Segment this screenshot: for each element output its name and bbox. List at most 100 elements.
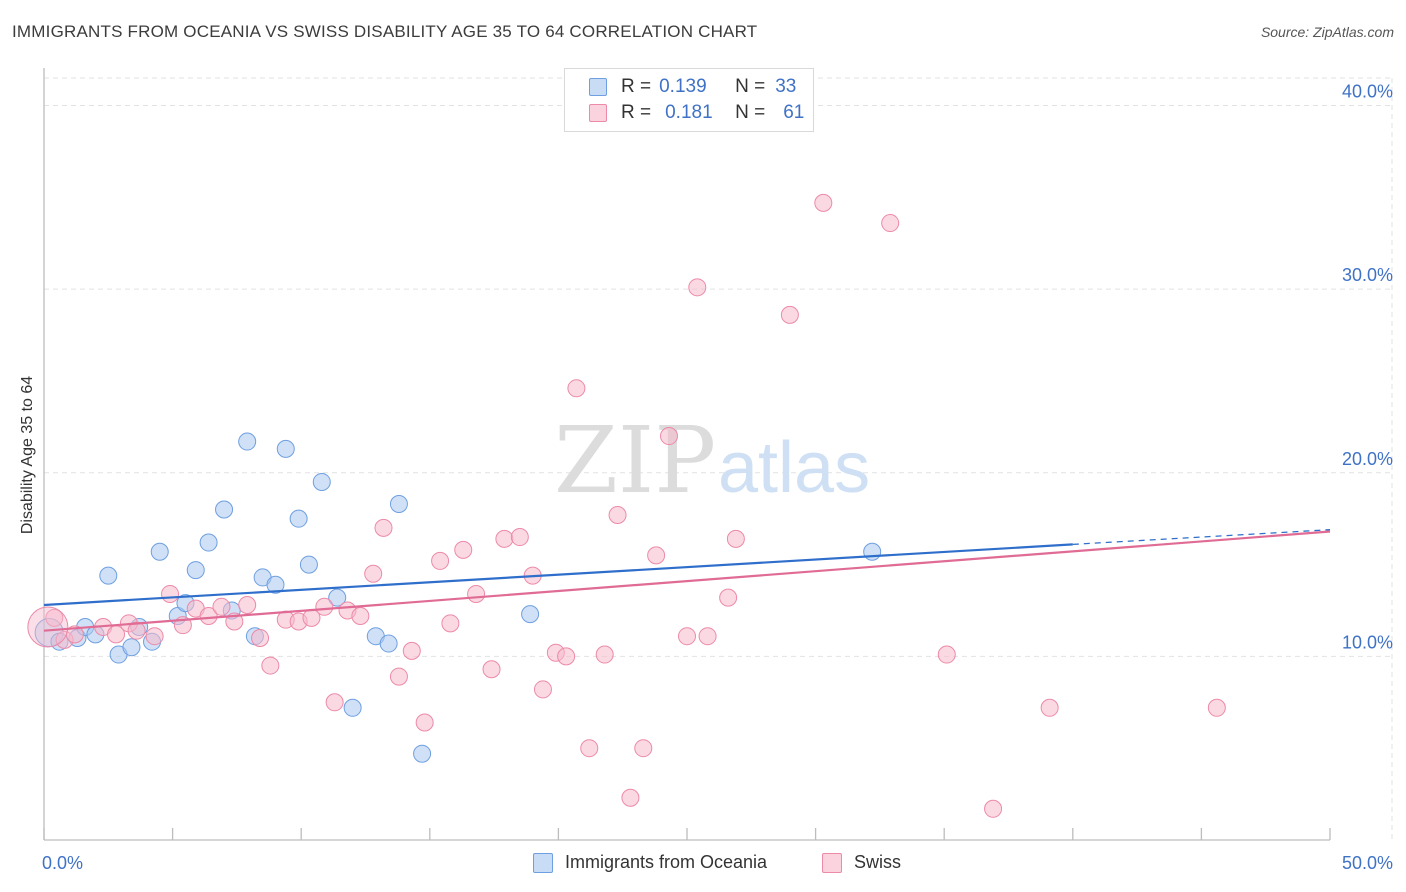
- source-label: Source: ZipAtlas.com: [1260, 24, 1394, 40]
- swiss-point: [199, 606, 218, 625]
- oceania-point: [343, 698, 362, 717]
- oceania-trend-extension: [1072, 529, 1331, 546]
- swiss-point: [325, 693, 344, 712]
- swiss-point: [780, 305, 799, 324]
- n-label: N =: [735, 76, 766, 97]
- oceania-swatch: [589, 78, 607, 96]
- legend-label-swiss: Swiss: [854, 852, 902, 872]
- stats-legend: R = 0.139 N = 33 R = 0.181 N = 61: [564, 68, 814, 132]
- oceania-point: [299, 555, 318, 574]
- y-axis-label: Disability Age 35 to 64: [19, 375, 36, 535]
- swiss-point: [567, 379, 586, 398]
- oceania-point: [863, 542, 882, 561]
- oceania-point: [379, 634, 398, 653]
- swiss-point: [688, 278, 707, 297]
- swiss-point: [510, 528, 529, 547]
- swiss-point: [238, 595, 257, 614]
- oceania-trend-line: [43, 543, 1073, 607]
- legend-swatch-swiss: [822, 852, 842, 873]
- axis-layer: [43, 68, 1331, 841]
- swiss-point: [678, 627, 696, 646]
- stats-legend-row-oceania: R = 0.139 N = 33: [589, 74, 796, 100]
- swiss-point: [389, 667, 408, 686]
- swiss-point: [557, 647, 576, 666]
- swiss-point: [364, 564, 383, 583]
- r-label: R =: [621, 76, 652, 97]
- n-label: N =: [735, 102, 766, 123]
- legend-label-oceania: Immigrants from Oceania: [565, 852, 768, 872]
- watermark: ZIP atlas: [554, 407, 870, 514]
- n-value: 61: [783, 102, 805, 123]
- swiss-point: [402, 641, 421, 660]
- oceania-point: [312, 472, 331, 491]
- oceania-point: [289, 509, 308, 528]
- y-tick-label: 40.0%: [1342, 82, 1393, 102]
- swiss-point: [495, 529, 514, 548]
- swiss-point: [251, 629, 270, 648]
- y-tick-label: 30.0%: [1342, 265, 1393, 285]
- swiss-point: [431, 551, 450, 570]
- swiss-point: [351, 606, 370, 625]
- oceania-point: [215, 500, 234, 519]
- swiss-point: [595, 645, 614, 664]
- swiss-point: [315, 597, 334, 616]
- swiss-point: [45, 608, 64, 627]
- watermark-atlas: atlas: [718, 428, 870, 508]
- x-tick-label: 50.0%: [1342, 853, 1393, 873]
- swiss-point: [937, 645, 956, 664]
- swiss-point: [634, 739, 653, 758]
- swiss-point: [608, 506, 627, 525]
- oceania-point: [238, 432, 257, 451]
- oceania-point: [150, 542, 169, 561]
- oceania-point: [413, 744, 432, 763]
- swiss-point: [881, 214, 900, 233]
- swiss-point: [984, 799, 1003, 818]
- swiss-point: [27, 606, 69, 648]
- swiss-point: [482, 660, 501, 679]
- r-value: 0.181: [665, 102, 713, 123]
- oceania-point: [389, 494, 408, 513]
- swiss-point: [659, 427, 678, 446]
- swiss-point: [814, 193, 833, 212]
- oceania-point: [328, 588, 347, 607]
- legend-item-swiss: Swiss: [822, 852, 901, 873]
- swiss-point: [374, 518, 393, 537]
- y-tick-label: 20.0%: [1342, 449, 1393, 469]
- r-value: 0.139: [659, 76, 707, 97]
- swiss-point: [533, 680, 552, 699]
- swiss-point: [698, 627, 717, 646]
- oceania-point: [199, 533, 218, 552]
- r-label: R =: [621, 102, 652, 123]
- swiss-point: [415, 713, 434, 732]
- swiss-swatch: [589, 104, 607, 122]
- swiss-point: [580, 739, 599, 758]
- oceania-point: [122, 638, 141, 657]
- swiss-point: [261, 656, 280, 675]
- legend-swatch-oceania: [533, 852, 553, 873]
- grid-layer: [44, 77, 1393, 840]
- stats-legend-row-swiss: R = 0.181 N = 61: [589, 100, 804, 126]
- oceania-point: [266, 575, 285, 594]
- oceania-point: [276, 439, 295, 458]
- swiss-point: [127, 621, 146, 640]
- swiss-point: [212, 597, 231, 616]
- swiss-point: [467, 584, 486, 603]
- oceania-point: [186, 561, 205, 580]
- swiss-point: [161, 584, 180, 603]
- n-value: 33: [775, 76, 797, 97]
- swiss-point: [441, 614, 460, 633]
- swiss-point: [1207, 698, 1226, 717]
- swiss-point: [719, 588, 738, 607]
- swiss-point: [726, 529, 745, 548]
- swiss-point: [145, 627, 164, 646]
- swiss-trend-line: [43, 530, 1331, 632]
- legend-item-oceania: Immigrants from Oceania: [533, 852, 767, 873]
- y-tick-label: 10.0%: [1342, 632, 1393, 652]
- swiss-point: [647, 546, 666, 565]
- trend-layer: [43, 529, 1331, 632]
- watermark-zip: ZIP: [554, 407, 716, 514]
- swiss-point: [1040, 698, 1059, 717]
- tick-label-layer: 10.0% 20.0% 30.0% 40.0% 0.0% 50.0%: [42, 82, 1393, 873]
- x-tick-label: 0.0%: [42, 853, 83, 873]
